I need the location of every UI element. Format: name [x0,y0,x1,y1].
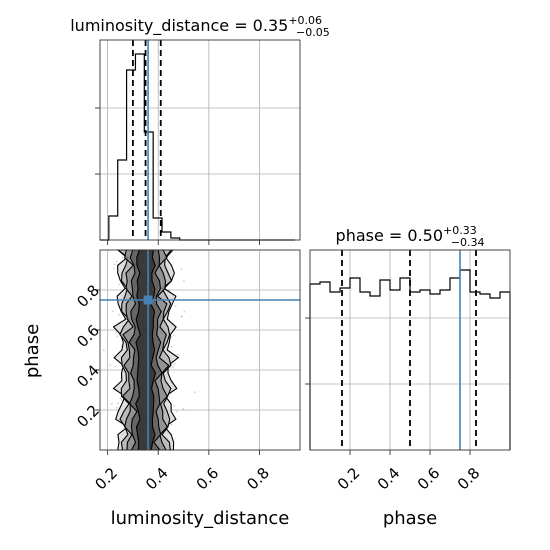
joint-ytick-label-1: 0.4 [73,361,103,391]
scatter-point [183,310,186,313]
scatter-point [102,349,105,352]
scatter-point [173,362,176,365]
scatter-point [167,289,170,291]
title-ld-sub: −0.05 [296,26,330,39]
scatter-point [121,256,124,259]
scatter-point [111,310,114,313]
joint-panel-distance-vs-phase: 0.2 0.4 0.6 0.8 0.2 0.4 0.6 0.8 [73,249,301,494]
x-axis-label-phase: phase [383,508,437,529]
scatter-point [116,406,118,409]
scatter-point [119,397,122,399]
scatter-point [176,353,179,356]
scatter-point [172,366,175,369]
scatter-point [110,402,113,405]
scatter-point [174,305,177,307]
title-luminosity-distance: luminosity_distance = 0.35+0.06 −0.05 [70,14,330,39]
phase-xtick-label-3: 0.8 [454,464,484,494]
title-ld-sup: +0.06 [288,14,322,27]
joint-ytick-label-0: 0.2 [73,401,103,431]
scatter-point [120,399,123,401]
scatter-point [115,331,118,333]
phase-xtick-label-2: 0.6 [414,464,444,494]
ld-hist-frame [99,39,301,241]
scatter-point [109,364,112,366]
scatter-point [117,402,119,405]
hist-panel-luminosity-distance [95,39,301,245]
joint-xtick-label-0: 0.2 [92,464,122,494]
scatter-point [180,315,183,318]
scatter-point [113,267,116,270]
phase-xtick-label-1: 0.4 [374,464,404,494]
phase-xtick-label-0: 0.2 [334,464,364,494]
scatter-point [114,365,117,368]
scatter-point [173,405,176,407]
title-phase-sub: −0.34 [451,236,485,249]
joint-truth-marker [143,295,153,305]
scatter-point [118,313,120,316]
phase-hist-frame [309,249,511,451]
y-axis-label-phase: phase [22,324,43,378]
scatter-point [170,336,173,338]
scatter-point [118,283,120,286]
scatter-point [176,410,178,413]
scatter-point [170,345,173,348]
scatter-point [172,334,175,337]
hist-panel-phase: 0.2 0.4 0.6 0.8 [305,249,511,494]
x-axis-label-luminosity-distance: luminosity_distance [111,508,290,529]
joint-frame [99,249,301,451]
scatter-point [193,391,196,394]
joint-xtick-label-2: 0.6 [193,464,223,494]
title-phase-sup: +0.33 [443,224,477,237]
joint-xtick-label-1: 0.4 [142,464,172,494]
title-phase: phase = 0.50+0.33 −0.34 [336,224,485,249]
scatter-point [170,423,173,426]
scatter-point [180,268,183,271]
scatter-point [183,280,185,282]
scatter-point [113,263,116,266]
ld-histogram [100,53,295,241]
joint-ytick-label-3: 0.8 [73,281,103,311]
scatter-point [182,408,185,410]
scatter-point [116,335,119,338]
joint-xtick-label-3: 0.8 [243,464,273,494]
scatter-point [180,315,183,318]
joint-ytick-label-2: 0.6 [73,321,103,351]
scatter-point [115,260,118,263]
